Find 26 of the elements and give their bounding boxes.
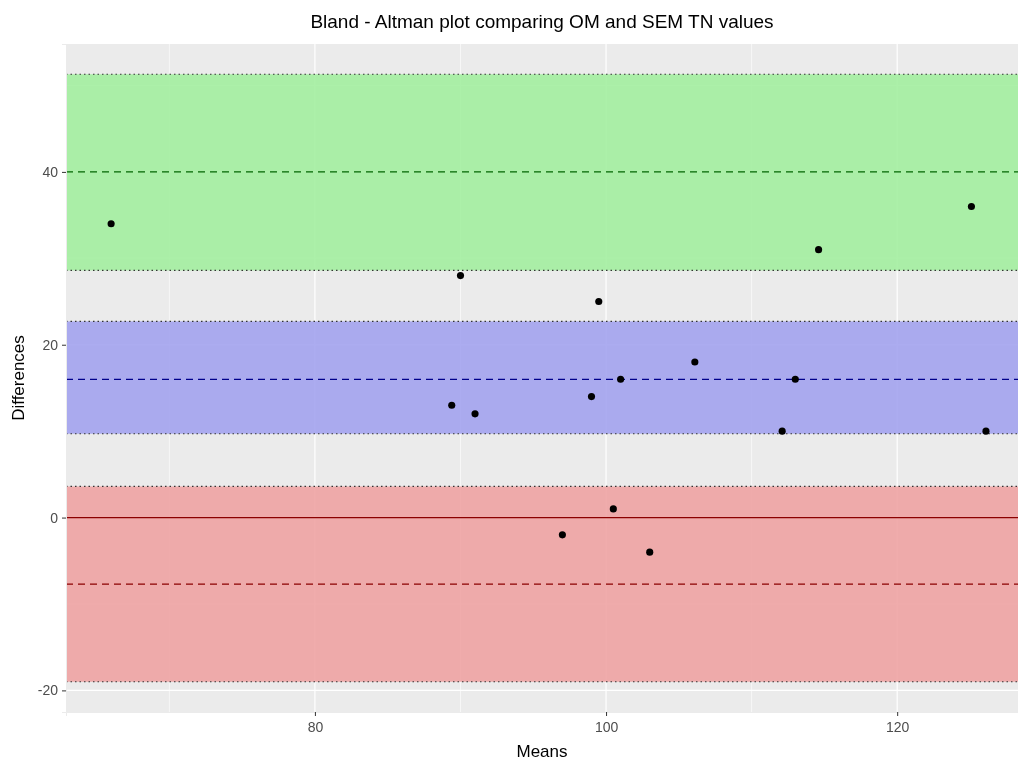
y-tick-label: -20 [37,682,59,699]
point [778,427,786,435]
y-tick-label: 40 [42,163,59,180]
point [558,531,566,539]
point [471,410,479,418]
y-tick-label: 20 [42,336,59,353]
point [617,375,625,383]
y-tick-label: 0 [50,509,59,526]
point [691,358,699,366]
point [595,297,603,306]
point [587,393,596,401]
point [982,427,990,435]
x-tick-label: 120 [886,718,910,735]
point [791,375,799,383]
y-axis-title: Differences [9,335,28,421]
point [646,548,654,556]
point [107,220,115,228]
x-tick-label: 100 [594,718,619,735]
point [609,505,617,513]
point [967,202,975,211]
chart-title: Bland - Altman plot comparing OM and SEM TN values [310,11,774,32]
point [815,246,823,254]
point [456,272,465,280]
x-axis-title: Means [516,742,568,761]
point [448,401,456,409]
x-tick-label: 80 [307,718,324,735]
